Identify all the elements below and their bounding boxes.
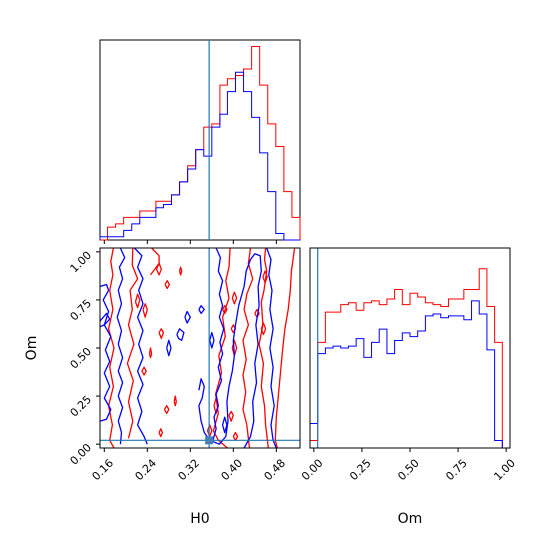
x-axis-label-h0: H0 [190,511,209,527]
contour-red-line [158,428,164,438]
contour-red-line [228,410,234,422]
contour-red-line [178,266,183,276]
contour-red-line [232,431,239,441]
contour-red-line [242,247,254,449]
contour-y-ticks: 0.00 0.25 0.50 0.75 1.00 [68,249,100,468]
contour-red-line [142,303,148,318]
contour-x-ticks: 0.16 0.24 0.32 0.40 0.48 [90,448,289,484]
om-x-tick-label: 0.25 [347,457,374,484]
contour-red-line [149,247,160,276]
truth-marker [205,436,214,445]
contour-red-line [254,308,260,318]
x-tick-label: 0.48 [262,457,289,484]
h0-histogram-red-step [100,45,301,241]
contour-blue-line [266,247,277,449]
contour-blue-line [221,416,228,434]
om-histogram-series [309,268,510,449]
y-tick-label: 0.50 [68,345,95,372]
om-x-ticks: 0.00 0.25 0.50 0.75 1.00 [299,448,518,483]
x-tick-label: 0.32 [176,457,203,484]
contour-red-line [148,347,153,359]
contour-blue-line [99,312,111,328]
contour-blue-line [116,247,126,445]
contour-red-line [164,280,171,290]
panel-om-histogram: 0.00 0.25 0.50 0.75 1.00 Om [299,247,518,527]
contour-red-line [260,322,267,336]
contour-blue-line [198,305,205,315]
om-histogram-frame [309,247,511,449]
x-tick-label: 0.40 [219,457,246,484]
h0-histogram-series [99,45,301,241]
contour-blue-line [184,310,191,324]
h0-histogram-ticks [103,240,277,244]
h0-histogram-frame [99,39,301,241]
contour-blue-line [209,331,215,349]
contour-red-line [258,247,269,449]
x-tick-label: 0.24 [133,457,160,484]
contour-red-line [134,293,141,309]
contour-red-line [107,247,115,449]
contour-blue-line [166,339,172,357]
om-histogram-red-step [309,268,510,449]
contour-red-line [163,405,170,415]
contour-red-line [141,366,147,376]
contour-blue-line [212,247,225,441]
y-tick-label: 1.00 [68,249,95,276]
contour-series [99,247,296,449]
panel-h0-om-contours: 0.16 0.24 0.32 0.40 0.48 0.00 0.25 0.50 0.75 1.0… [24,247,301,527]
contour-red-line [173,395,177,407]
contour-red-line [262,270,268,284]
contour-blue-line [133,247,148,445]
contour-blue-line [198,253,262,449]
contour-red-line [212,247,231,449]
h0-histogram-blue-step [99,71,300,241]
om-x-tick-label: 1.00 [491,457,518,484]
x-tick-label: 0.16 [90,457,117,484]
contour-red-line [158,328,165,340]
contour-blue-line [176,328,185,341]
om-histogram-blue-step [309,300,510,449]
contour-red-line [155,262,162,276]
contour-red-line [126,247,139,439]
om-x-tick-label: 0.00 [299,457,326,484]
contour-red-line [222,305,228,315]
contour-blue-line [99,283,112,422]
panel-h0-histogram [99,39,301,244]
y-tick-label: 0.75 [68,297,95,324]
om-x-tick-label: 0.50 [395,457,422,484]
y-tick-label: 0.25 [68,393,95,420]
y-tick-label: 0.00 [68,441,95,468]
contour-red-line [231,291,238,305]
x-axis-label-om: Om [398,511,423,527]
om-x-tick-label: 0.75 [443,457,470,484]
y-axis-label-om: Om [24,336,40,361]
contour-red-line [274,247,296,449]
